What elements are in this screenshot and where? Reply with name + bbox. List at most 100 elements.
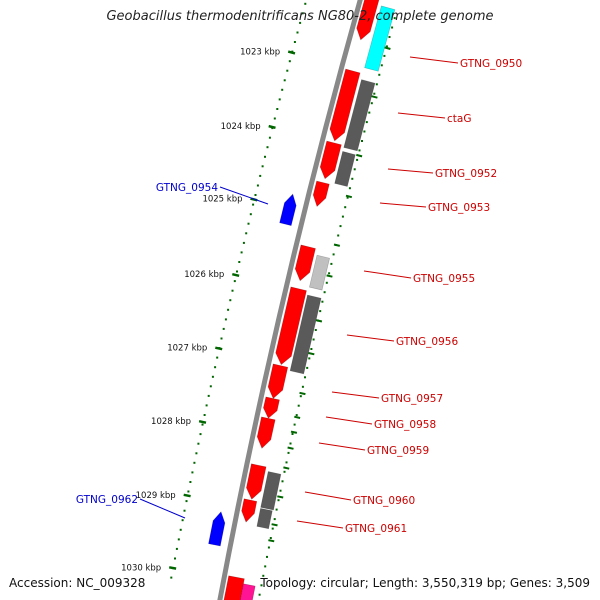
leader-gtng-0954 (219, 186, 269, 205)
gene-label-gtng-0958: GTNG_0958 (374, 419, 436, 431)
scale-dot-outer-22 (339, 225, 342, 228)
scale-dot-outer-12 (363, 130, 366, 133)
scale-dot-inner-1 (304, 2, 307, 5)
gene-label-gtng-0960: GTNG_0960 (353, 495, 415, 507)
scale-dot-inner-61 (170, 576, 173, 579)
scale-dot-outer-39 (301, 385, 304, 388)
pseudo-feature (240, 583, 256, 600)
scale-dot-outer-1 (391, 26, 394, 29)
scale-dot-outer-57 (266, 555, 268, 558)
scale-dot-inner-55 (181, 519, 184, 522)
scale-dot-outer-13 (361, 140, 363, 142)
scale-dot-outer-29 (323, 291, 326, 294)
cds-gtng-0950 (329, 68, 361, 142)
scale-dot-inner-13 (273, 117, 276, 120)
leader-gtng-0955 (363, 270, 412, 279)
scale-minor-tick-14 (271, 523, 278, 527)
scale-dot-inner-2 (301, 12, 304, 15)
scale-dot-outer-2 (388, 36, 391, 38)
scale-tick-1029-kbp (183, 493, 191, 498)
scale-dot-outer-3 (385, 45, 388, 48)
scale-dot-outer-5 (380, 64, 383, 67)
scale-dot-inner-40 (211, 375, 214, 378)
gene-label-gtng-0954: GTNG_0954 (156, 182, 218, 194)
topology-value: circular (320, 576, 365, 590)
scale-dot-outer-47 (285, 461, 288, 464)
leader-gtng-0960 (304, 491, 352, 501)
topology-label: Topology: (260, 576, 317, 590)
gene-label-gtng-0952: GTNG_0952 (435, 168, 497, 180)
scale-dot-inner-33 (227, 308, 230, 311)
scale-dot-inner-56 (179, 528, 182, 531)
scale-dot-outer-15 (356, 158, 359, 161)
scale-dot-outer-4 (383, 54, 386, 57)
scale-tick-label-1025-kbp: 1025 kbp (202, 195, 242, 205)
scale-dot-inner-46 (199, 433, 202, 436)
scale-dot-inner-16 (266, 146, 269, 149)
scale-dot-inner-7 (288, 60, 291, 63)
scale-dot-outer-60 (260, 584, 263, 587)
genome-backbone (217, 0, 363, 600)
scale-dot-outer-9 (370, 102, 373, 105)
scale-tick-1024-kbp (268, 124, 276, 130)
leader-gtng-0956 (346, 334, 395, 342)
scale-minor-tick-7 (308, 352, 315, 356)
scale-dot-outer-56 (267, 546, 270, 549)
scale-dot-outer-45 (289, 442, 292, 445)
scale-tick-1027-kbp (215, 346, 223, 351)
scale-dot-inner-3 (299, 21, 302, 24)
scale-dot-outer-48 (283, 470, 286, 473)
scale-dot-outer-25 (332, 253, 335, 256)
scale-dot-inner-57 (177, 538, 180, 541)
gene-label-gtng-0961: GTNG_0961 (345, 523, 407, 535)
scale-tick-1023-kbp (287, 50, 296, 55)
cds-gtng-0956 (267, 363, 289, 399)
scale-dot-outer-16 (353, 168, 356, 171)
scale-dot-outer-27 (328, 272, 331, 275)
gene-label-gtng-0953: GTNG_0953 (428, 202, 490, 214)
scale-dot-inner-17 (264, 155, 266, 158)
leader-ctag (397, 112, 446, 119)
gene-labels: GTNG_0950 ctaG GTNG_0952 GTNG_0953 GTNG_0954… (76, 58, 522, 535)
cds-gtng-0963 (223, 575, 245, 600)
scale-dot-outer-61 (258, 593, 261, 596)
gene-label-gtng-0955: GTNG_0955 (413, 273, 475, 285)
scale-dot-inner-12 (276, 108, 279, 110)
gene-label-ctag: ctaG (447, 113, 471, 125)
scale-dot-outer-0 (393, 17, 396, 20)
scale-minor-tick-10 (290, 430, 298, 434)
scale-dot-outer-43 (293, 423, 296, 426)
length-value: 3,550,319 bp (421, 576, 502, 590)
cds-gtng-0959 (246, 463, 267, 500)
scale-dot-inner-50 (191, 471, 194, 474)
scale-dot-inner-44 (203, 414, 206, 416)
scale-dot-inner-31 (231, 289, 234, 292)
ortholog-block-4 (260, 471, 282, 511)
leader-gtng-0950 (409, 56, 459, 64)
scale-dot-outer-59 (262, 574, 265, 577)
scale-dot-inner-54 (183, 509, 186, 512)
scale-minor-tick-9 (294, 415, 301, 419)
scale-dot-inner-29 (236, 270, 238, 273)
scale-minor-tick-1 (371, 95, 378, 99)
scale-dot-inner-20 (256, 184, 259, 187)
scale-dot-inner-47 (197, 442, 200, 445)
scale-dot-outer-38 (304, 376, 306, 379)
scale-dot-inner-59 (174, 557, 176, 560)
scale-dot-outer-18 (348, 187, 351, 190)
scale-dot-inner-32 (229, 299, 232, 302)
scale-dot-inner-36 (220, 337, 223, 340)
scale-dot-inner-15 (268, 136, 271, 139)
scale-dot-outer-51 (277, 499, 280, 502)
scale-tick-1030-kbp (168, 566, 177, 570)
scale-dot-outer-33 (314, 329, 317, 331)
scale-dot-outer-37 (306, 366, 309, 369)
scale-dot-inner-52 (187, 490, 190, 493)
scale-dot-inner-51 (189, 481, 192, 483)
scale-tick-label-1024-kbp: 1024 kbp (221, 122, 261, 132)
map-title: Geobacillus thermodenitrificans NG80-2, … (106, 9, 494, 24)
cds-gtng-0953 (294, 244, 316, 282)
scale-dot-outer-14 (358, 149, 361, 152)
